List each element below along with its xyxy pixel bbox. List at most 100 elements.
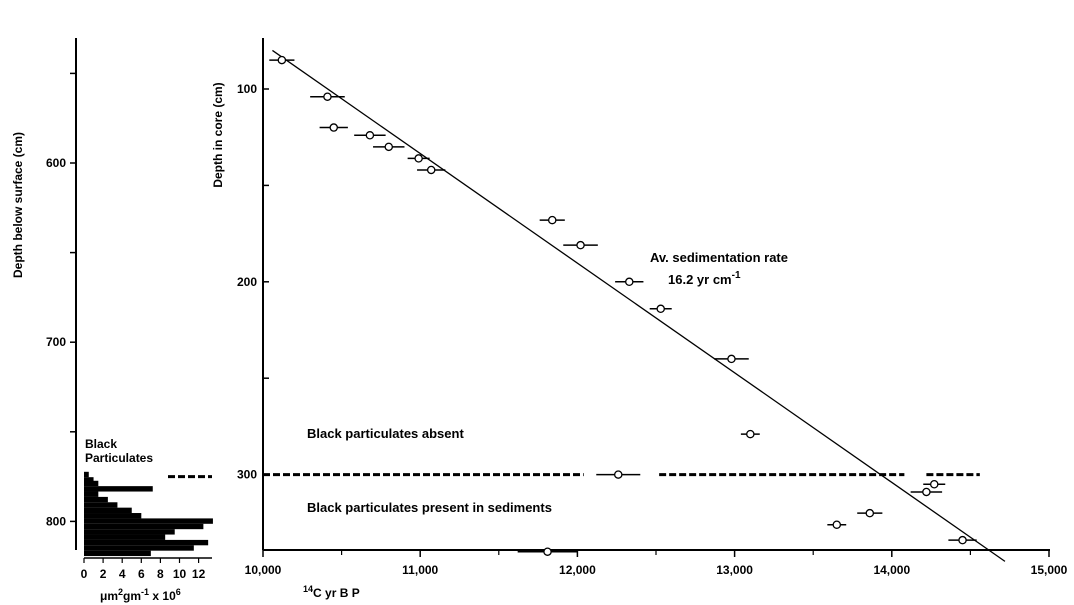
- data-point: [923, 479, 946, 489]
- left-y-tick-label: 800: [46, 514, 66, 528]
- data-point: [827, 520, 847, 529]
- right-x-tick-label: 11,000: [402, 563, 438, 577]
- point-marker: [547, 215, 557, 225]
- right-y-axis-label: Depth in core (cm): [211, 82, 225, 187]
- right-x-tick-label: 13,000: [716, 563, 753, 577]
- left-x-axis-label: μm2gm-1 x 106: [100, 587, 181, 603]
- left-y-tick-label: 700: [46, 335, 66, 349]
- point-marker: [727, 354, 736, 364]
- right-x-tick-label: 14,000: [873, 563, 910, 577]
- present-annotation: Black particulates present in sediments: [307, 500, 552, 515]
- left-panel: Depth below surface (cm) 600 700 800 Black…: [11, 38, 213, 603]
- point-marker: [865, 508, 875, 518]
- particulate-bar: [84, 539, 209, 546]
- right-x-tick-label: 10,000: [245, 563, 282, 577]
- left-x-tick-label: 12: [192, 567, 206, 581]
- data-point: [517, 547, 578, 556]
- data-point: [649, 304, 672, 314]
- particulate-bar: [84, 477, 94, 483]
- particulate-bar: [84, 534, 166, 540]
- particulate-bar: [84, 550, 151, 557]
- sedimentation-trend-line: [272, 49, 1006, 562]
- left-x-sup-3: 6: [176, 587, 181, 597]
- rate-title: Av. sedimentation rate: [650, 250, 788, 265]
- left-panel-title: Black Particulates: [85, 437, 153, 465]
- data-point: [615, 277, 644, 287]
- right-x-tick-label: 15,000: [1031, 563, 1068, 577]
- particulate-bar: [84, 502, 118, 508]
- right-x-axis-label: 14C yr B P: [303, 584, 360, 600]
- point-marker: [746, 429, 755, 439]
- data-points: [269, 55, 977, 556]
- point-marker: [543, 547, 552, 556]
- point-marker: [832, 520, 842, 529]
- point-marker: [277, 55, 287, 65]
- rate-value-text: 16.2 yr cm: [668, 272, 732, 287]
- particulate-bar: [84, 523, 204, 530]
- point-marker: [323, 92, 332, 101]
- left-bars: [84, 471, 213, 557]
- right-panel: Depth in core (cm) 100 200 300 10,000 11,00…: [211, 38, 1068, 600]
- point-marker: [426, 165, 436, 175]
- point-marker: [958, 535, 967, 545]
- particulate-bar: [84, 491, 99, 497]
- left-y-axis-label: Depth below surface (cm): [11, 132, 25, 278]
- left-x-unit-1: μm: [100, 589, 118, 603]
- particulate-bar: [84, 471, 89, 478]
- particulate-bar: [84, 507, 132, 514]
- data-point: [740, 429, 760, 439]
- absent-annotation: Black particulates absent: [307, 426, 464, 441]
- point-marker: [614, 470, 623, 479]
- left-x-tick-label: 0: [81, 567, 88, 581]
- particulate-bar: [84, 480, 99, 487]
- right-x-tick-label: 12,000: [559, 563, 596, 577]
- particulate-bar: [84, 486, 153, 492]
- left-x-unit-3: x 10: [149, 589, 176, 603]
- point-marker: [625, 277, 634, 287]
- left-x-unit-2: gm: [123, 589, 141, 603]
- particulate-bar: [84, 545, 194, 551]
- point-marker: [329, 123, 338, 132]
- data-point: [563, 240, 598, 250]
- point-marker: [414, 154, 423, 163]
- data-point: [407, 154, 430, 163]
- right-x-ticks: 10,000 11,000 12,000 13,000 14,000 15,000: [245, 550, 1068, 577]
- data-point: [539, 215, 565, 225]
- particulate-bar: [84, 496, 108, 503]
- right-y-tick-label: 100: [237, 82, 257, 96]
- left-x-sup-2: -1: [141, 587, 149, 597]
- left-y-tick-label: 600: [46, 156, 66, 170]
- point-marker: [576, 240, 585, 250]
- left-y-ticks: 600 700 800: [46, 72, 76, 528]
- data-point: [354, 131, 386, 140]
- data-point: [319, 123, 348, 132]
- data-point: [857, 508, 883, 518]
- point-marker: [922, 487, 931, 497]
- right-y-ticks: 100 200 300: [237, 82, 269, 482]
- point-marker: [384, 142, 394, 152]
- right-x-sup: 14: [303, 584, 313, 594]
- left-x-tick-label: 6: [138, 567, 145, 581]
- rate-value-exp: -1: [732, 270, 741, 281]
- data-point: [373, 142, 405, 152]
- point-marker: [656, 304, 665, 314]
- right-x-text: C yr B P: [313, 586, 360, 600]
- rate-value: 16.2 yr cm-1: [668, 270, 741, 287]
- left-x-tick-label: 10: [173, 567, 187, 581]
- particulate-bar: [84, 529, 175, 535]
- point-marker: [365, 131, 375, 140]
- left-x-tick-label: 4: [119, 567, 126, 581]
- particulate-bar: [84, 518, 213, 524]
- particulate-bar: [84, 513, 142, 519]
- data-point: [714, 354, 749, 364]
- left-x-sup-1: 2: [118, 587, 123, 597]
- data-point: [310, 92, 345, 101]
- data-point: [596, 470, 641, 479]
- data-point: [948, 535, 977, 545]
- point-marker: [929, 479, 939, 489]
- left-x-ticks: 0 2 4 6 8 10 12: [81, 558, 206, 581]
- left-x-tick-label: 2: [100, 567, 107, 581]
- right-y-tick-label: 200: [237, 275, 257, 289]
- data-point: [417, 165, 446, 175]
